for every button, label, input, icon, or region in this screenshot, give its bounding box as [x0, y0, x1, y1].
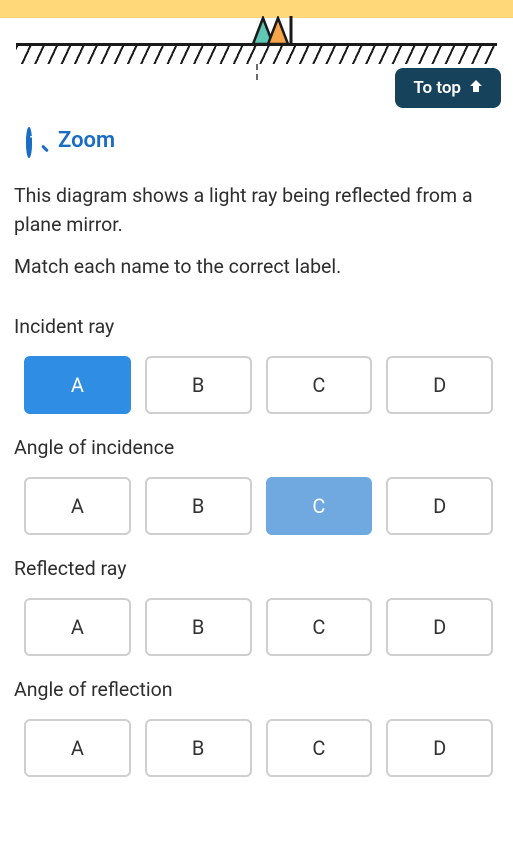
option-row: A B C D [14, 477, 499, 535]
zoom-button[interactable]: + Zoom [14, 104, 499, 181]
mirror-diagram: To top [0, 18, 513, 88]
magnifier-plus-icon: + [26, 130, 48, 152]
option-row: A B C D [14, 356, 499, 414]
question-group-angle-reflection: Angle of reflection A B C D [14, 678, 499, 777]
option-b[interactable]: B [145, 719, 252, 777]
description-line2: Match each name to the correct label. [14, 252, 499, 293]
description-line1: This diagram shows a light ray being ref… [14, 181, 499, 252]
option-a[interactable]: A [24, 598, 131, 656]
zoom-label: Zoom [58, 128, 115, 153]
question-group-incident-ray: Incident ray A B C D [14, 315, 499, 414]
question-label: Reflected ray [14, 557, 499, 580]
option-d[interactable]: D [386, 719, 493, 777]
question-label: Angle of incidence [14, 436, 499, 459]
option-b[interactable]: B [145, 477, 252, 535]
question-group-reflected-ray: Reflected ray A B C D [14, 557, 499, 656]
content-area: + Zoom This diagram shows a light ray be… [0, 88, 513, 777]
option-row: A B C D [14, 598, 499, 656]
option-c[interactable]: C [266, 356, 373, 414]
to-top-label: To top [413, 78, 461, 98]
option-d[interactable]: D [386, 598, 493, 656]
option-a[interactable]: A [24, 719, 131, 777]
option-c[interactable]: C [266, 719, 373, 777]
question-group-angle-incidence: Angle of incidence A B C D [14, 436, 499, 535]
option-b[interactable]: B [145, 598, 252, 656]
to-top-button[interactable]: To top [395, 68, 501, 108]
option-c[interactable]: C [266, 477, 373, 535]
option-d[interactable]: D [386, 356, 493, 414]
option-a[interactable]: A [24, 477, 131, 535]
question-label: Incident ray [14, 315, 499, 338]
option-c[interactable]: C [266, 598, 373, 656]
option-b[interactable]: B [145, 356, 252, 414]
option-d[interactable]: D [386, 477, 493, 535]
ray-arrows [251, 16, 301, 50]
option-row: A B C D [14, 719, 499, 777]
normal-line [256, 64, 258, 80]
option-a[interactable]: A [24, 356, 131, 414]
question-label: Angle of reflection [14, 678, 499, 701]
arrow-up-icon [469, 78, 483, 98]
